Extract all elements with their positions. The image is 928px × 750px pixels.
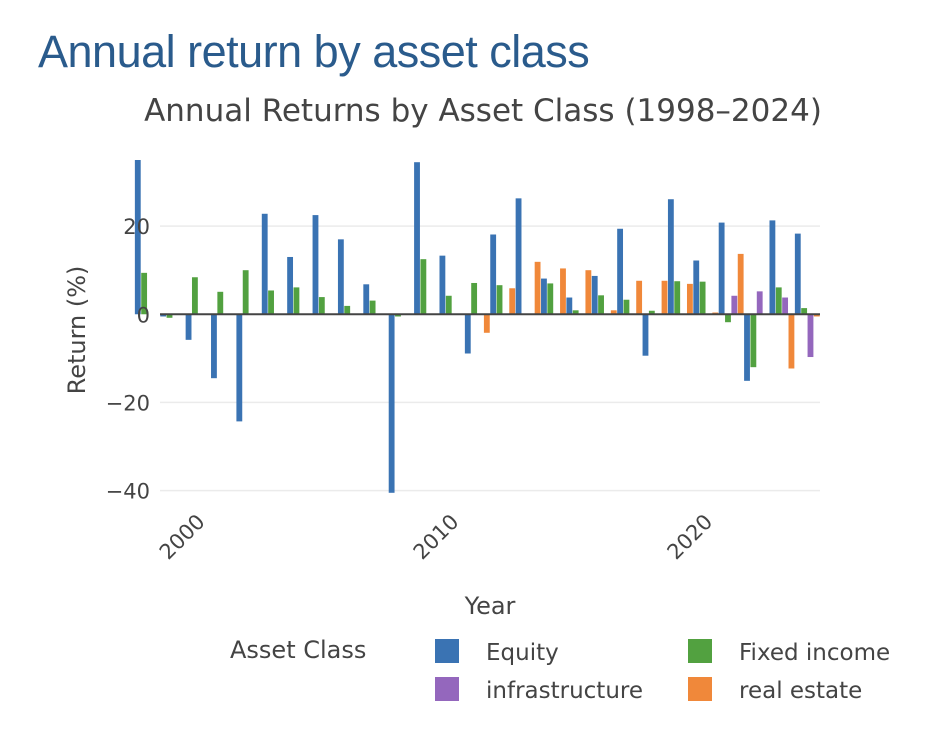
x-tick-label: 2000	[155, 510, 210, 565]
chart-title: Annual Returns by Asset Class (1998–2024…	[144, 93, 822, 129]
bar-real-estate-2021	[737, 253, 744, 315]
bar-fixed-income-2006	[344, 305, 351, 315]
bar-fixed-income-2022	[750, 314, 757, 368]
y-tick-labels: −40 −20 0 20	[106, 215, 150, 503]
bar-fixed-income-2020	[699, 281, 706, 315]
bar-infrastructure-2021	[731, 295, 738, 315]
bar-fixed-income-2005	[318, 297, 325, 315]
bar-fixed-income-1998	[141, 272, 148, 315]
bar-fixed-income-2000	[191, 277, 198, 315]
bar-equity-2009	[414, 162, 420, 315]
bar-real-estate-2016	[610, 310, 617, 315]
bar-real-estate-2012	[509, 288, 516, 315]
bar-equity-2023	[769, 220, 776, 315]
bar-equity-2014	[541, 278, 547, 315]
bar-real-estate-2011	[483, 314, 490, 333]
bar-equity-1998	[134, 160, 141, 315]
bar-equity-2002	[236, 314, 243, 422]
bar-fixed-income-2010	[445, 295, 452, 315]
legend-swatch-equity	[435, 639, 459, 663]
bar-real-estate-2015	[585, 270, 592, 315]
bar-real-estate-2014	[560, 268, 566, 315]
bar-fixed-income-2001	[217, 291, 224, 315]
bar-equity-2006	[337, 239, 344, 315]
y-tick-label: 20	[123, 215, 150, 239]
legend-label-fixed-income: Fixed income	[739, 640, 890, 666]
bar-fixed-income-2002	[242, 270, 249, 315]
bar-fixed-income-2019	[674, 281, 681, 315]
bar-equity-2024	[794, 233, 801, 315]
legend-swatch-fixed-income	[688, 639, 712, 663]
bar-fixed-income-2007	[369, 300, 376, 315]
bar-equity-2012	[490, 234, 497, 315]
bar-real-estate-2023	[788, 314, 795, 369]
bar-equity-2021	[718, 222, 725, 315]
bar-fixed-income-2004	[293, 287, 300, 315]
legend-label-real-estate: real estate	[739, 678, 862, 704]
x-axis-label: Year	[464, 592, 516, 620]
bar-real-estate-2024	[813, 314, 820, 317]
bar-equity-2015	[566, 297, 573, 315]
bar-equity-2007	[363, 284, 370, 315]
bar-real-estate-2013	[534, 261, 541, 315]
bar-equity-2010	[439, 255, 446, 315]
page-heading: Annual return by asset class	[38, 26, 590, 77]
bar-fixed-income-2016	[598, 295, 604, 315]
bar-fixed-income-1999	[166, 314, 173, 318]
bar-fixed-income-2021	[725, 314, 731, 323]
bar-equity-2005	[312, 215, 319, 315]
x-tick-label: 2010	[409, 510, 464, 565]
bar-infrastructure-2022	[756, 291, 763, 315]
bar-equity-2000	[185, 314, 192, 340]
bar-equity-2004	[287, 256, 294, 315]
bar-equity-2001	[211, 314, 217, 379]
bar-equity-2019	[667, 199, 674, 315]
y-axis-label: Return (%)	[63, 266, 91, 395]
legend: Asset Class Equity Fixed income infrastruc…	[230, 636, 890, 704]
legend-swatch-infrastructure	[435, 677, 459, 701]
bar-fixed-income-2024	[801, 308, 808, 315]
legend-title: Asset Class	[230, 636, 366, 664]
legend-label-equity: Equity	[486, 640, 559, 666]
bar-equity-2016	[591, 275, 598, 315]
bar-real-estate-2019	[686, 283, 693, 315]
bar-equity-2017	[617, 228, 624, 315]
bar-fixed-income-2015	[572, 310, 579, 315]
bar-equity-2013	[515, 198, 522, 315]
bar-equity-2018	[642, 314, 649, 356]
bar-fixed-income-2009	[420, 259, 427, 315]
bar-infrastructure-2024	[807, 314, 814, 358]
y-tick-label: 0	[137, 303, 150, 327]
bar-equity-2003	[261, 213, 268, 315]
legend-label-infrastructure: infrastructure	[486, 678, 643, 704]
bar-infrastructure-2023	[782, 297, 789, 315]
bar-fixed-income-2023	[775, 287, 782, 315]
bar-equity-2022	[744, 314, 750, 381]
bars-group	[134, 160, 820, 493]
gridlines	[160, 225, 820, 492]
bar-fixed-income-2014	[547, 283, 554, 315]
bar-fixed-income-2003	[268, 290, 274, 315]
bar-equity-2008	[388, 314, 395, 493]
bar-fixed-income-2017	[623, 299, 630, 315]
y-tick-label: −20	[106, 391, 150, 415]
x-tick-label: 2020	[663, 510, 718, 565]
bar-real-estate-2018	[661, 280, 668, 315]
bar-fixed-income-2008	[395, 314, 401, 317]
bar-equity-2020	[693, 260, 700, 315]
bar-equity-2011	[464, 314, 471, 354]
y-tick-label: −40	[106, 480, 150, 504]
legend-swatch-real-estate	[688, 677, 712, 701]
bar-real-estate-2017	[636, 280, 643, 315]
bar-fixed-income-2012	[496, 285, 503, 315]
bar-fixed-income-2011	[471, 282, 478, 315]
bar-fixed-income-2018	[648, 310, 655, 315]
x-tick-labels: 2000 2010 2020	[155, 510, 717, 565]
bar-equity-1999	[160, 314, 167, 317]
